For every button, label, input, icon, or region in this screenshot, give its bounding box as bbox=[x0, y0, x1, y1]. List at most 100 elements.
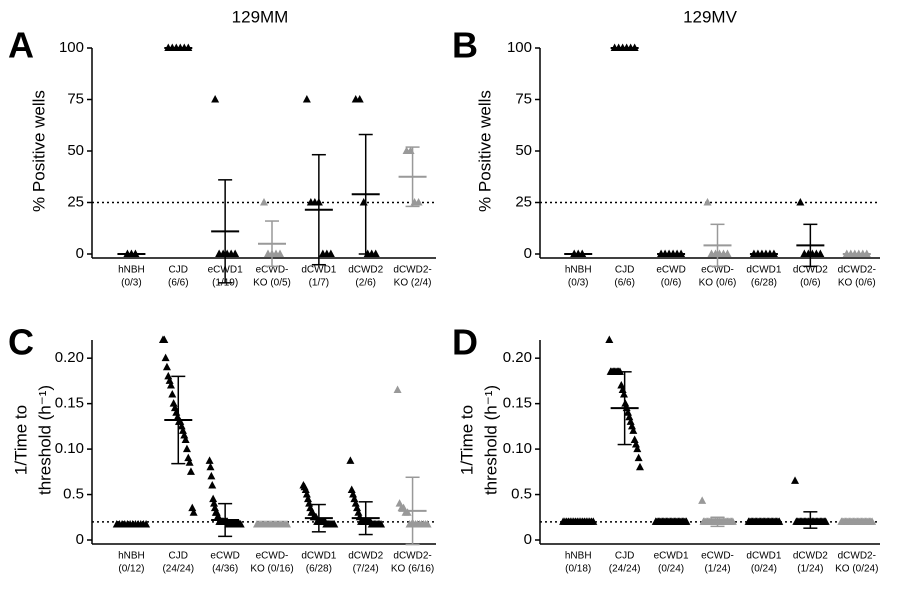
x-tick-label: (4/36) bbox=[212, 564, 238, 575]
x-tick-label: dCWD2- bbox=[393, 551, 431, 562]
data-point bbox=[260, 198, 268, 206]
x-tick-label: CJD bbox=[615, 551, 634, 562]
data-point bbox=[355, 95, 364, 103]
data-point bbox=[207, 471, 216, 480]
data-point bbox=[371, 249, 380, 257]
x-tick-label: CJD bbox=[615, 265, 634, 276]
x-tick-label: dCWD1 bbox=[301, 265, 336, 276]
data-point bbox=[635, 462, 644, 471]
x-tick-label: (24/24) bbox=[609, 564, 641, 575]
x-tick-label: (2/6) bbox=[355, 278, 376, 289]
data-point bbox=[160, 335, 169, 343]
data-point bbox=[166, 380, 175, 389]
data-point bbox=[330, 520, 339, 528]
y-axis-label: % Positive wells bbox=[29, 90, 48, 212]
data-point bbox=[283, 520, 291, 528]
x-tick-label: eCWD1 bbox=[654, 551, 689, 562]
x-tick-label: (0/24) bbox=[751, 564, 777, 575]
data-point bbox=[703, 198, 712, 206]
data-point bbox=[626, 417, 635, 425]
data-point bbox=[634, 453, 643, 462]
data-point bbox=[211, 95, 220, 103]
x-tick-label: KO (0/5) bbox=[253, 278, 291, 289]
data-point bbox=[631, 440, 640, 448]
data-point bbox=[181, 435, 190, 443]
data-point bbox=[349, 490, 358, 498]
panel-letter: D bbox=[452, 322, 478, 363]
x-tick-label: (24/24) bbox=[162, 564, 194, 575]
y-tick-label: 100 bbox=[59, 39, 84, 56]
data-point bbox=[423, 520, 432, 528]
data-point bbox=[623, 408, 632, 416]
x-tick-label: hNBH bbox=[118, 551, 145, 562]
data-point bbox=[305, 499, 314, 507]
x-tick-label: KO (0/16) bbox=[250, 564, 293, 575]
data-point bbox=[791, 476, 800, 484]
x-tick-label: dCWD2- bbox=[393, 265, 431, 276]
x-tick-label: (6/28) bbox=[306, 564, 332, 575]
x-tick-label: (0/12) bbox=[118, 564, 144, 575]
data-point bbox=[184, 453, 193, 462]
y-tick-label: 75 bbox=[67, 90, 84, 107]
x-tick-label: (0/3) bbox=[568, 278, 589, 289]
x-tick-label: (6/6) bbox=[168, 278, 189, 289]
y-tick-label: 0.15 bbox=[55, 395, 84, 412]
data-point bbox=[189, 508, 198, 516]
y-tick-label: 50 bbox=[67, 142, 84, 159]
y-tick-label: 0.5 bbox=[511, 486, 532, 503]
x-tick-label: eCWD- bbox=[256, 551, 289, 562]
data-point bbox=[302, 490, 311, 498]
data-point bbox=[169, 399, 178, 407]
x-tick-label: (1/24) bbox=[704, 564, 730, 575]
y-tick-label: 0.15 bbox=[503, 395, 532, 412]
data-point bbox=[164, 371, 173, 380]
data-point bbox=[629, 426, 638, 434]
x-tick-label: (7/24) bbox=[353, 564, 379, 575]
data-point bbox=[682, 517, 691, 525]
y-axis-label: 1/Time to bbox=[457, 405, 476, 475]
data-point bbox=[351, 499, 360, 507]
data-point bbox=[208, 480, 217, 489]
x-tick-label: CJD bbox=[169, 551, 188, 562]
data-point bbox=[354, 508, 363, 516]
data-point bbox=[633, 444, 642, 453]
data-point bbox=[698, 496, 707, 504]
data-point bbox=[177, 421, 186, 430]
data-point bbox=[326, 249, 335, 257]
y-axis-label: 1/Time to bbox=[11, 405, 30, 475]
x-tick-label: CJD bbox=[169, 265, 188, 276]
x-tick-label: dCWD2 bbox=[793, 551, 828, 562]
data-point bbox=[236, 520, 245, 528]
data-point bbox=[347, 485, 356, 493]
x-tick-label: (1/7) bbox=[309, 278, 330, 289]
data-point bbox=[178, 426, 187, 434]
data-point bbox=[210, 499, 219, 507]
x-tick-label: eCWD- bbox=[701, 551, 734, 562]
data-point bbox=[630, 435, 639, 443]
data-point bbox=[625, 412, 634, 421]
data-point bbox=[162, 362, 171, 371]
y-tick-label: 25 bbox=[515, 193, 532, 210]
x-tick-label: (6/6) bbox=[614, 278, 635, 289]
data-point bbox=[723, 249, 732, 257]
y-axis-label: threshold (h⁻¹) bbox=[481, 385, 500, 495]
data-point bbox=[816, 249, 825, 257]
y-tick-label: 50 bbox=[515, 142, 532, 159]
x-tick-label: dCWD2- bbox=[838, 265, 876, 276]
data-point bbox=[589, 517, 598, 525]
x-tick-label: hNBH bbox=[118, 265, 145, 276]
x-tick-label: (6/28) bbox=[751, 278, 777, 289]
chart-title: 129MV bbox=[683, 7, 738, 26]
data-point bbox=[185, 458, 194, 466]
x-tick-label: dCWD1 bbox=[301, 551, 336, 562]
data-point bbox=[414, 198, 423, 206]
data-point bbox=[393, 385, 402, 393]
x-tick-label: dCWD2 bbox=[348, 551, 383, 562]
chart-title: 129MM bbox=[232, 7, 289, 26]
x-tick-label: hNBH bbox=[565, 265, 592, 276]
y-tick-label: 0 bbox=[76, 245, 84, 262]
data-point bbox=[617, 380, 626, 389]
data-point bbox=[796, 198, 805, 206]
x-tick-label: (0/24) bbox=[658, 564, 684, 575]
x-tick-label: (0/6) bbox=[800, 278, 821, 289]
